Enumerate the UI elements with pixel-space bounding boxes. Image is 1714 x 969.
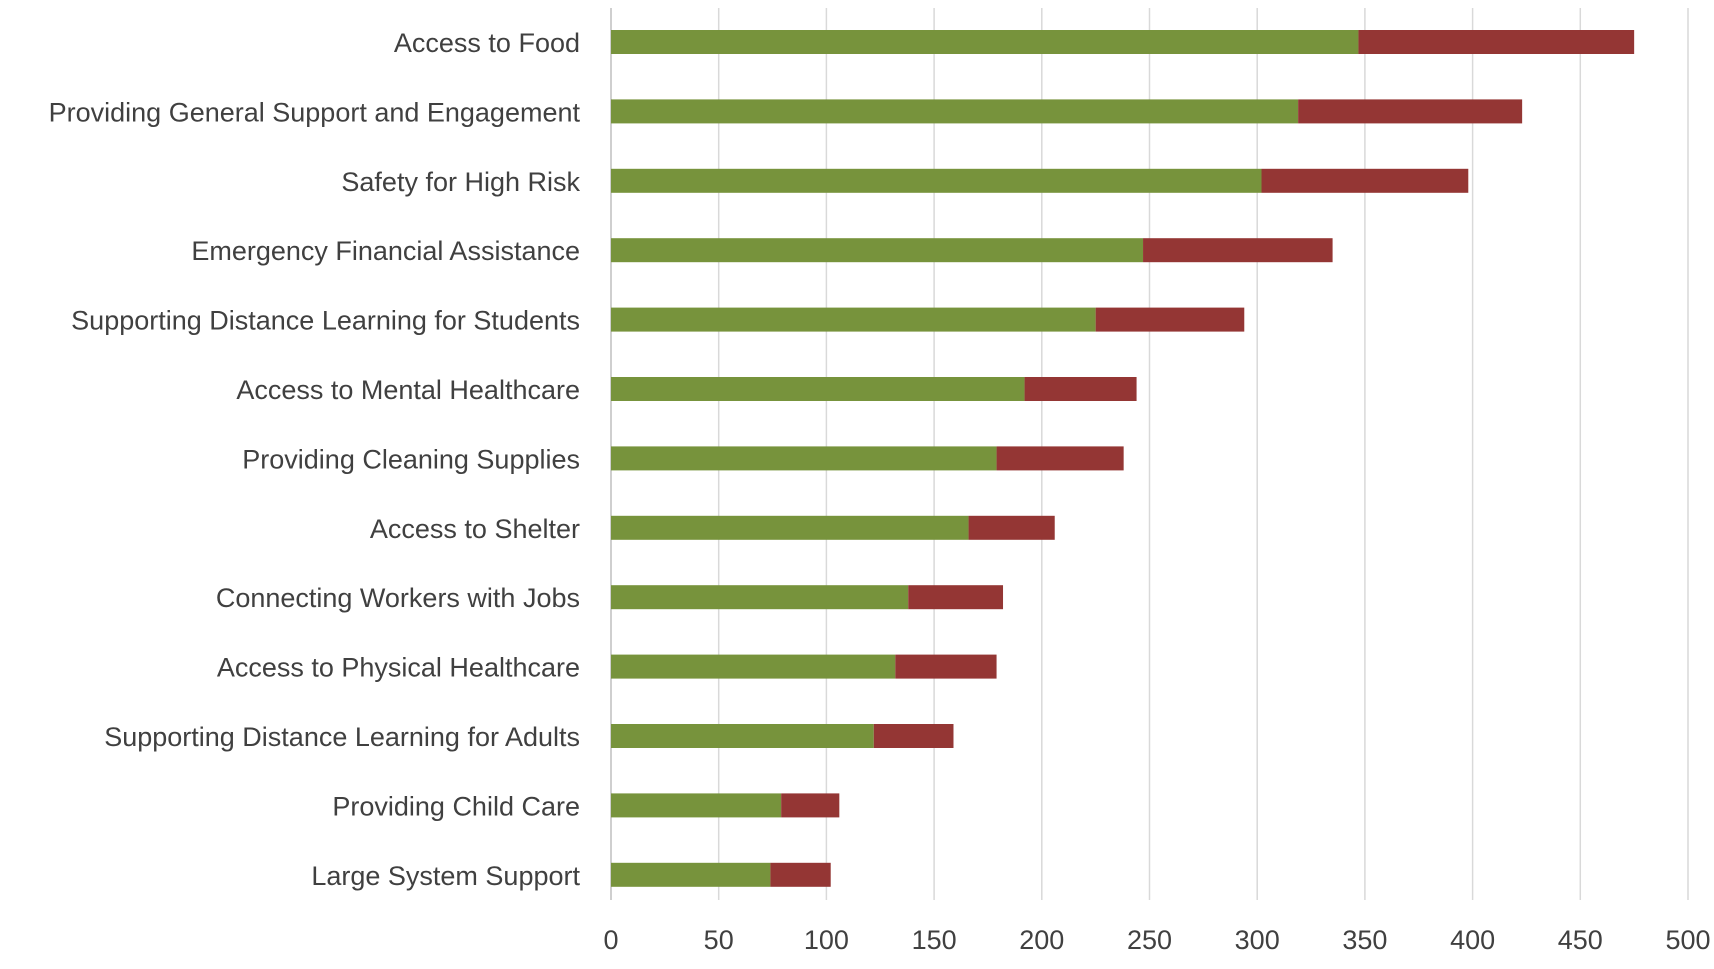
bar-segment-s2-7 [968, 515, 1055, 540]
x-tick-label-350: 350 [1342, 925, 1387, 955]
category-label-6: Providing Cleaning Supplies [242, 444, 580, 474]
category-label-9: Access to Physical Healthcare [217, 653, 580, 683]
bar-segment-s1-11 [611, 793, 782, 818]
bar-segment-s1-9 [611, 654, 896, 679]
x-tick-label-100: 100 [804, 925, 849, 955]
x-tick-label-150: 150 [912, 925, 957, 955]
bar-segment-s2-12 [770, 862, 831, 887]
bar-segment-s1-2 [611, 168, 1262, 193]
x-tick-label-450: 450 [1558, 925, 1603, 955]
bar-segment-s1-0 [611, 30, 1359, 54]
category-label-12: Large System Support [311, 861, 580, 891]
bar-segment-s2-10 [873, 724, 954, 748]
bar-segment-s1-3 [611, 238, 1144, 263]
category-label-4: Supporting Distance Learning for Student… [71, 306, 580, 336]
x-tick-label-300: 300 [1235, 925, 1280, 955]
bar-segment-s2-0 [1358, 30, 1635, 54]
bar-segment-s1-5 [611, 377, 1025, 401]
bar-segment-s2-6 [996, 446, 1124, 471]
bar-segment-s2-11 [781, 793, 840, 818]
category-label-3: Emergency Financial Assistance [191, 236, 580, 266]
category-label-1: Providing General Support and Engagement [49, 97, 581, 127]
bar-segment-s1-12 [611, 862, 771, 887]
category-label-10: Supporting Distance Learning for Adults [104, 722, 580, 752]
bar-segment-s2-4 [1095, 307, 1245, 332]
bar-segment-s1-7 [611, 515, 969, 540]
bar-segment-s2-9 [895, 654, 997, 679]
category-label-7: Access to Shelter [370, 514, 580, 544]
bar-segment-s1-6 [611, 446, 997, 471]
category-label-11: Providing Child Care [332, 791, 580, 821]
bar-segment-s2-5 [1024, 377, 1137, 401]
x-tick-label-250: 250 [1127, 925, 1172, 955]
category-label-0: Access to Food [394, 28, 580, 58]
bar-segment-s2-1 [1298, 99, 1523, 124]
x-tick-label-200: 200 [1019, 925, 1064, 955]
bar-segment-s1-1 [611, 99, 1299, 124]
x-tick-label-50: 50 [704, 925, 734, 955]
bar-segment-s2-2 [1261, 168, 1469, 193]
category-labels: Access to Food Providing General Support … [49, 28, 581, 891]
bar-segment-s1-8 [611, 585, 909, 610]
category-label-5: Access to Mental Healthcare [236, 375, 580, 405]
x-tick-label-0: 0 [603, 925, 618, 955]
bars [611, 30, 1635, 887]
bar-segment-s1-10 [611, 724, 874, 748]
category-label-2: Safety for High Risk [341, 167, 580, 197]
bar-segment-s2-8 [908, 585, 1004, 610]
bar-segment-s2-3 [1143, 238, 1333, 263]
category-label-8: Connecting Workers with Jobs [216, 583, 580, 613]
x-axis-tick-labels: 0 50 100 150 200 250 300 350 400 450 500 [603, 925, 1710, 955]
x-tick-label-400: 400 [1450, 925, 1495, 955]
bar-segment-s1-4 [611, 307, 1096, 332]
x-tick-label-500: 500 [1665, 925, 1710, 955]
